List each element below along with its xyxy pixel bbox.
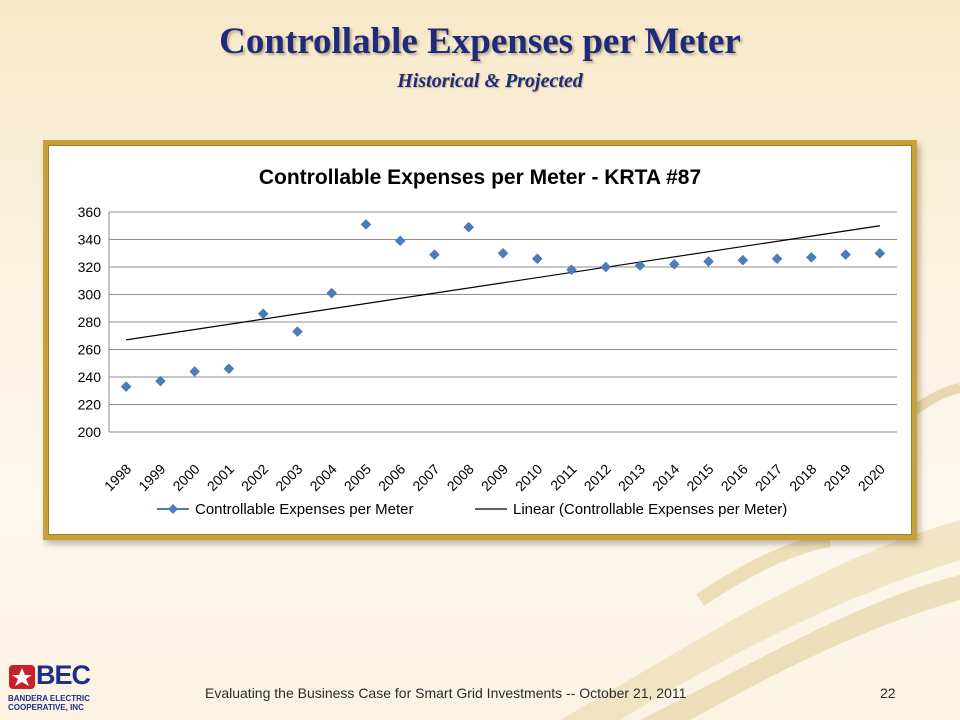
x-tick-label: 2002 [238, 461, 271, 494]
x-tick-label: 2015 [683, 461, 716, 494]
y-tick-label: 300 [78, 287, 102, 303]
x-tick-label: 2013 [615, 461, 648, 494]
x-tick-label: 2012 [581, 461, 614, 494]
x-tick-label: 2020 [855, 461, 888, 494]
data-point-2005 [360, 219, 372, 230]
data-point-2020 [874, 247, 886, 259]
logo-mark-icon [9, 665, 35, 689]
y-tick-label: 200 [78, 424, 102, 440]
data-point-2004 [326, 287, 338, 299]
x-tick-label: 2003 [272, 461, 305, 494]
x-tick-label: 2008 [444, 461, 477, 494]
legend-label-trend: Linear (Controllable Expenses per Meter) [513, 501, 787, 518]
y-tick-label: 340 [78, 232, 102, 248]
x-tick-label: 2004 [306, 461, 339, 494]
y-tick-label: 220 [78, 397, 102, 413]
data-point-2019 [840, 249, 851, 260]
x-tick-label: 2000 [169, 461, 202, 494]
x-tick-label: 2007 [409, 461, 442, 494]
data-point-2014 [668, 258, 680, 270]
data-point-2008 [463, 221, 475, 233]
chart-trendline-group [126, 225, 880, 341]
x-tick-label: 2016 [718, 461, 751, 494]
data-point-1998 [120, 381, 132, 392]
x-tick-label: 1998 [101, 461, 134, 494]
data-point-2018 [805, 252, 817, 263]
trend-line [126, 225, 880, 341]
slide-subtitle: Historical & Projected [397, 70, 583, 92]
data-point-1999 [155, 375, 166, 387]
x-tick-label: 2005 [341, 461, 374, 494]
data-point-2007 [429, 249, 440, 260]
data-point-2010 [531, 253, 543, 265]
chart-area: Controllable Expenses per Meter - KRTA #… [48, 145, 912, 535]
data-point-2013 [634, 260, 646, 271]
data-point-2000 [189, 366, 201, 377]
x-tick-label: 2019 [820, 461, 853, 494]
y-tick-label: 280 [78, 314, 102, 330]
footer-text: Evaluating the Business Case for Smart G… [205, 685, 687, 701]
x-tick-label: 2001 [204, 461, 237, 494]
x-tick-label: 1999 [135, 461, 168, 494]
data-point-2011 [566, 264, 577, 276]
slide-title: Controllable Expenses per Meter [219, 21, 741, 62]
y-tick-label: 320 [78, 259, 102, 275]
bec-logo: BEC Bandera Electric Cooperative, Inc [8, 660, 100, 716]
logo-name: BEC [36, 660, 91, 690]
chart-frame: Controllable Expenses per Meter - KRTA #… [43, 140, 917, 540]
data-point-2001 [223, 363, 235, 375]
chart-legend: Controllable Expenses per Meter Linear (C… [157, 501, 787, 518]
y-tick-label: 240 [78, 369, 102, 385]
x-tick-label: 2014 [649, 461, 682, 494]
x-tick-label: 2017 [752, 461, 785, 494]
x-tick-label: 2018 [786, 461, 819, 494]
y-tick-label: 360 [78, 204, 102, 220]
logo-caption-line2: Cooperative, Inc [8, 703, 84, 712]
y-tick-label: 260 [78, 342, 102, 358]
logo-caption-line1: Bandera Electric [8, 694, 90, 703]
x-tick-label: 2011 [547, 461, 580, 494]
logo-caption: Bandera Electric Cooperative, Inc [8, 694, 100, 712]
data-point-2012 [600, 261, 612, 273]
data-point-2016 [737, 254, 749, 266]
data-point-2002 [257, 308, 269, 320]
chart-gridlines [109, 211, 897, 433]
chart-points-group [120, 219, 886, 392]
page-number: 22 [880, 685, 896, 701]
data-point-2003 [292, 326, 303, 337]
x-tick-label: 2010 [512, 461, 545, 494]
chart-svg: Controllable Expenses per Meter - KRTA #… [78, 166, 897, 518]
data-point-2015 [703, 256, 714, 267]
legend-label-series: Controllable Expenses per Meter [195, 501, 413, 518]
data-point-2006 [394, 235, 406, 247]
x-tick-label: 2009 [478, 461, 511, 494]
chart-title: Controllable Expenses per Meter - KRTA #… [259, 166, 701, 189]
legend-diamond-icon [168, 504, 178, 514]
x-tick-label: 2006 [375, 461, 408, 494]
data-point-2017 [771, 253, 783, 265]
data-point-2009 [497, 247, 509, 259]
